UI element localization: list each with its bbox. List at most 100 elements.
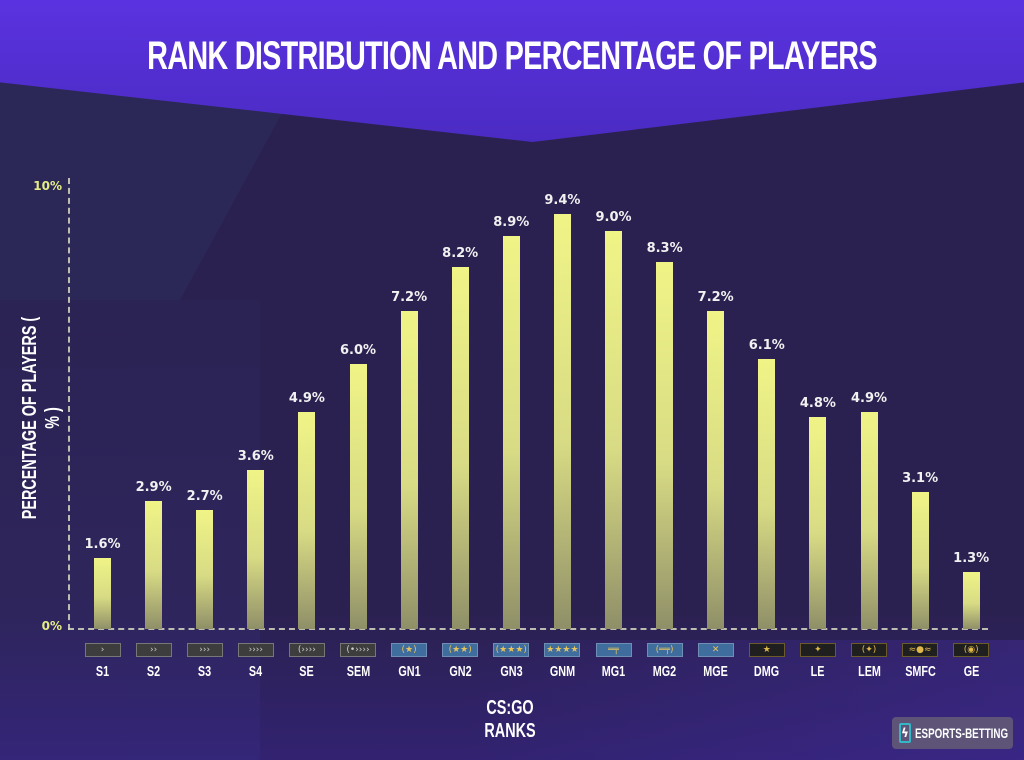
bar-se: 4.9% — [281, 382, 332, 629]
bar — [502, 235, 520, 629]
rank-badge-icon: › — [84, 643, 121, 657]
bar-value-label: 4.9% — [288, 391, 325, 407]
background-gradient — [0, 610, 1024, 760]
bar-sem: 6.0% — [333, 334, 384, 629]
esports-betting-logo[interactable]: ϟ ESPORTS-BETTING — [892, 717, 1013, 749]
bar-ge: 1.3% — [946, 542, 997, 629]
bar-value-label: 3.6% — [237, 448, 274, 464]
rank-label: SE — [299, 663, 315, 680]
bar — [94, 558, 111, 629]
rank-badge-icon: ═╤ — [595, 643, 632, 657]
bar-value-label: 1.6% — [84, 537, 121, 553]
bar — [707, 310, 725, 629]
rank-badge-icon: ››› — [186, 643, 223, 657]
rank-le: ✦ LE — [792, 643, 843, 680]
bar-s3: 2.7% — [179, 480, 230, 629]
bar-le: 4.8% — [792, 387, 843, 629]
rank-gn2: (★★) GN2 — [435, 643, 486, 680]
rank-label: MG2 — [652, 663, 677, 680]
bar-value-label: 2.9% — [135, 479, 172, 495]
bar-value-label: 9.0% — [595, 210, 632, 226]
rank-s3: ››› S3 — [179, 643, 230, 680]
bar-s2: 2.9% — [128, 471, 179, 629]
bar-gnm: 9.4% — [537, 184, 588, 629]
rank-label: GNM — [549, 663, 575, 680]
rank-badge-icon: (✦) — [851, 643, 887, 657]
bar — [247, 469, 265, 629]
bar-value-label: 4.8% — [799, 395, 836, 411]
rank-s1: › S1 — [77, 643, 128, 680]
rank-sem: (•›››› SEM — [333, 643, 384, 680]
rank-badge-icon: (★★) — [442, 643, 479, 657]
y-tick-bottom: 0% — [41, 619, 62, 633]
rank-label: S3 — [198, 663, 212, 680]
bar-dmg: 6.1% — [741, 329, 792, 629]
rank-label: LEM — [857, 663, 881, 680]
rank-label: GE — [963, 663, 979, 680]
rank-gn3: (★★★) GN3 — [486, 643, 537, 680]
rank-label: SMFC — [904, 663, 936, 680]
bar-value-label: 9.4% — [544, 192, 581, 208]
bar-mg2: 8.3% — [639, 232, 690, 629]
rank-gn1: (★) GN1 — [384, 643, 435, 680]
bar-value-label: 8.9% — [493, 214, 530, 230]
chart-title: RANK DISTRIBUTION AND PERCENTAGE OF PLAY… — [147, 34, 877, 78]
rank-label: GN1 — [397, 663, 421, 680]
bar-value-label: 6.0% — [339, 342, 377, 358]
logo-text: ESPORTS-BETTING — [914, 725, 1009, 741]
rank-label: GN2 — [449, 663, 472, 680]
rank-label: MGE — [703, 663, 728, 680]
bar — [860, 412, 878, 629]
bar-value-label: 4.9% — [850, 391, 888, 407]
rank-mg1: ═╤ MG1 — [588, 643, 639, 680]
x-axis — [68, 628, 988, 630]
rank-badge-icon: ★★★★ — [544, 643, 581, 657]
bar-gn2: 8.2% — [435, 237, 486, 629]
bar-value-label: 7.2% — [391, 289, 428, 305]
bar — [298, 412, 316, 629]
bar-value-label: 6.1% — [748, 338, 785, 354]
bar — [145, 500, 163, 629]
bar-s4: 3.6% — [230, 440, 281, 629]
bar-lem: 4.9% — [844, 382, 895, 629]
rank-badge-icon: (◉) — [953, 643, 990, 657]
bar-value-label: 2.7% — [186, 488, 223, 504]
bar — [349, 363, 367, 629]
rank-badge-icon: ✦ — [799, 643, 836, 657]
bar-smfc: 3.1% — [895, 462, 946, 629]
rank-badge-icon: (★) — [391, 643, 428, 657]
rank-label: S1 — [95, 663, 110, 680]
rank-smfc: ≈●≈ SMFC — [895, 643, 946, 680]
bar-mge: 7.2% — [690, 281, 741, 629]
rank-mge: ✕ MGE — [690, 643, 741, 680]
bar — [758, 359, 776, 629]
bar-value-label: 8.3% — [646, 241, 683, 257]
y-tick-top: 10% — [33, 179, 62, 193]
rank-label: MG1 — [601, 663, 626, 680]
y-axis-label: PERCENTAGE OF PLAYERS ( % ) — [19, 316, 64, 520]
y-axis — [68, 178, 70, 630]
rank-dmg: ★ DMG — [741, 643, 792, 680]
bar — [605, 231, 622, 629]
bar-gn1: 7.2% — [384, 281, 435, 629]
bar — [400, 310, 418, 629]
bar-value-label: 7.2% — [697, 289, 734, 305]
rank-badge-icon: ★ — [748, 643, 785, 657]
rank-badge-icon: ›› — [135, 643, 172, 657]
rank-label: S4 — [249, 663, 263, 680]
rank-label: SEM — [346, 663, 370, 680]
rank-badge-icon: ✕ — [697, 643, 734, 657]
rank-label: LE — [810, 663, 825, 680]
rank-badge-icon: (•›››› — [340, 643, 376, 657]
rank-s2: ›› S2 — [128, 643, 179, 680]
rank-mg2: (═╤) MG2 — [639, 643, 690, 680]
bar — [962, 571, 980, 629]
rank-label: GN3 — [500, 663, 523, 680]
bar — [911, 491, 929, 629]
rank-ge: (◉) GE — [946, 643, 997, 680]
bar — [553, 213, 571, 629]
bar — [656, 262, 674, 629]
bar-value-label: 8.2% — [442, 245, 479, 261]
rank-badge-icon: ›››› — [237, 643, 274, 657]
bar-mg1: 9.0% — [588, 201, 639, 629]
